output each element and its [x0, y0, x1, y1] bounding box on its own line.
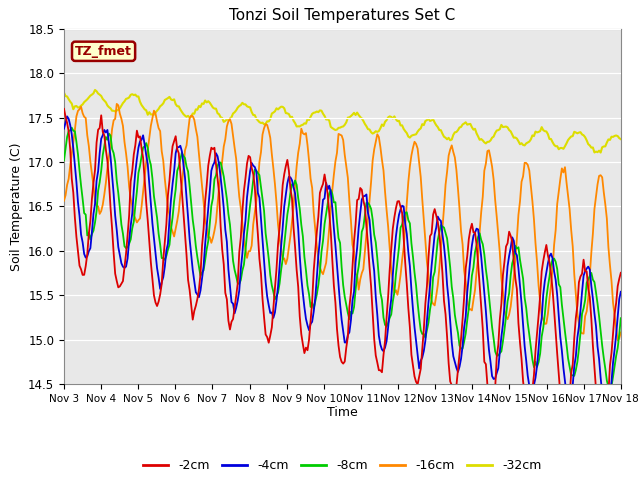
X-axis label: Time: Time: [327, 407, 358, 420]
Line: -2cm: -2cm: [64, 109, 621, 426]
-16cm: [228, 121, 236, 127]
-32cm: [617, 136, 625, 142]
-16cm: [305, 158, 313, 164]
-2cm: [598, 423, 606, 429]
-16cm: [617, 330, 625, 336]
-2cm: [129, 168, 136, 174]
Line: -8cm: -8cm: [64, 128, 621, 387]
Text: TZ_fmet: TZ_fmet: [75, 45, 132, 58]
-8cm: [605, 384, 612, 390]
-2cm: [617, 270, 625, 276]
-16cm: [246, 248, 254, 254]
-8cm: [246, 202, 254, 208]
-16cm: [588, 250, 595, 255]
-8cm: [228, 239, 236, 245]
Y-axis label: Soil Temperature (C): Soil Temperature (C): [10, 142, 22, 271]
-4cm: [63, 114, 71, 120]
-8cm: [255, 172, 263, 178]
-16cm: [130, 212, 138, 218]
-32cm: [60, 90, 68, 96]
-2cm: [254, 231, 262, 237]
-2cm: [244, 153, 252, 159]
-4cm: [603, 406, 611, 411]
Line: -16cm: -16cm: [64, 104, 621, 340]
-32cm: [130, 92, 138, 98]
-2cm: [303, 348, 311, 353]
-4cm: [617, 289, 625, 295]
Legend: -2cm, -4cm, -8cm, -16cm, -32cm: -2cm, -4cm, -8cm, -16cm, -32cm: [138, 454, 547, 477]
-16cm: [614, 337, 621, 343]
-4cm: [305, 327, 313, 333]
-8cm: [130, 219, 138, 225]
-2cm: [586, 294, 594, 300]
-32cm: [228, 114, 236, 120]
-4cm: [130, 187, 138, 193]
-32cm: [255, 119, 263, 125]
-8cm: [305, 291, 313, 297]
Line: -32cm: -32cm: [64, 90, 621, 153]
-2cm: [226, 326, 234, 332]
-32cm: [596, 150, 604, 156]
-32cm: [305, 117, 313, 123]
-16cm: [255, 159, 263, 165]
-32cm: [246, 105, 254, 110]
Line: -4cm: -4cm: [64, 117, 621, 408]
-4cm: [588, 283, 595, 289]
-8cm: [60, 157, 68, 163]
-4cm: [60, 126, 68, 132]
-4cm: [228, 299, 236, 305]
-32cm: [91, 87, 99, 93]
Title: Tonzi Soil Temperatures Set C: Tonzi Soil Temperatures Set C: [229, 9, 456, 24]
-16cm: [113, 101, 120, 107]
-8cm: [588, 270, 595, 276]
-4cm: [246, 168, 254, 174]
-16cm: [60, 198, 68, 204]
-2cm: [60, 106, 68, 112]
-8cm: [68, 125, 76, 131]
-32cm: [588, 145, 595, 151]
-4cm: [255, 195, 263, 201]
-8cm: [617, 315, 625, 321]
